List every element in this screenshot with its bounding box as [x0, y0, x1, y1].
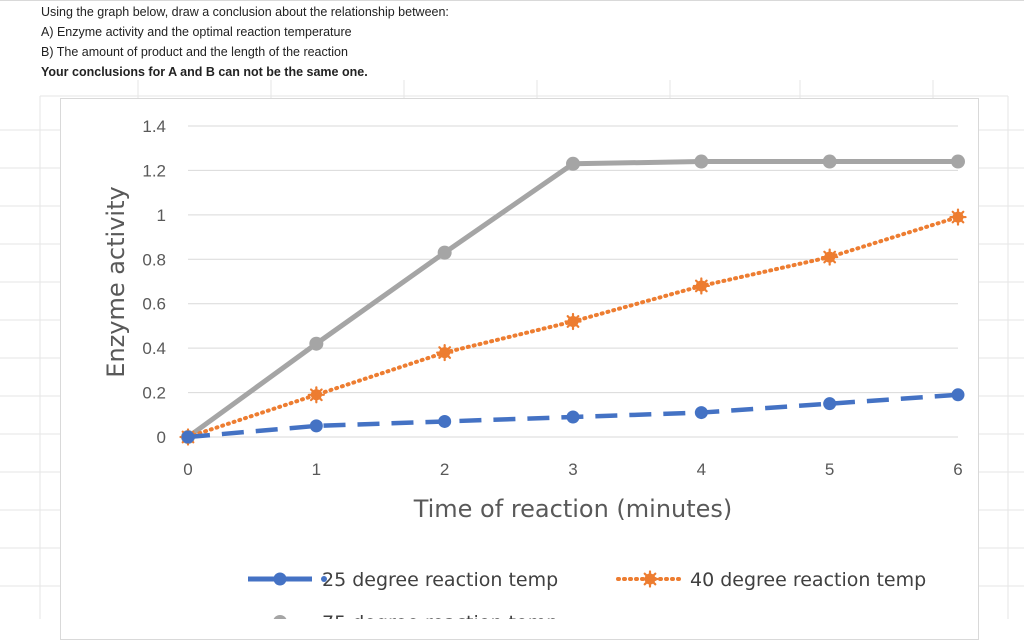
data-point	[694, 406, 708, 420]
x-tick-label: 3	[568, 460, 577, 479]
data-point	[692, 277, 710, 295]
line-chart: 0 0.2 0.4 0.6 0.8 1 1.2 1.4 0 1 2 3 4 5 6 Time of rea…	[102, 117, 967, 619]
data-point	[309, 336, 324, 351]
y-tick-label: 0.4	[142, 339, 166, 358]
x-tick-label: 4	[697, 460, 706, 479]
y-tick-label: 0.8	[142, 250, 166, 269]
y-tick-label: 1.4	[142, 117, 166, 136]
legend-marker	[273, 615, 287, 619]
prompt-line-2: A) Enzyme activity and the optimal react…	[41, 25, 352, 39]
data-point	[181, 430, 195, 444]
y-tick-label: 0.2	[142, 384, 166, 403]
series-line	[186, 159, 958, 440]
data-point	[822, 154, 837, 169]
legend-dot	[321, 576, 327, 582]
data-point	[566, 156, 580, 171]
legend-label: 25 degree reaction temp	[322, 569, 558, 591]
x-tick-label: 0	[183, 460, 192, 479]
y-tick-label: 1	[157, 206, 166, 225]
y-tick-label: 0.6	[142, 295, 166, 314]
legend-marker	[641, 570, 659, 588]
data-point	[436, 343, 454, 362]
question-prompt: Using the graph below, draw a conclusion…	[41, 2, 449, 82]
legend-label: 75 degree reaction temp	[322, 612, 558, 619]
data-point	[307, 386, 325, 404]
data-point	[566, 410, 580, 424]
data-point	[694, 154, 709, 169]
y-tick-label: 1.2	[142, 161, 166, 180]
prompt-line-1: Using the graph below, draw a conclusion…	[41, 5, 449, 19]
legend-marker	[273, 572, 287, 586]
data-point	[949, 208, 967, 226]
worksheet-grid	[0, 80, 1024, 619]
data-point	[951, 388, 965, 402]
data-point	[438, 414, 452, 428]
data-point	[821, 248, 839, 266]
prompt-line-4: Your conclusions for A and B can not be …	[41, 65, 368, 79]
x-tick-label: 1	[312, 460, 321, 479]
y-tick-label: 0	[157, 428, 166, 447]
top-border	[0, 0, 1024, 1]
x-tick-label: 5	[825, 460, 834, 479]
y-axis-title: Enzyme activity	[102, 186, 130, 377]
legend-label: 40 degree reaction temp	[690, 569, 926, 591]
x-tick-label: 2	[440, 460, 449, 479]
data-point	[309, 419, 323, 433]
data-point	[437, 245, 452, 260]
x-tick-label: 6	[953, 460, 962, 479]
x-axis-title: Time of reaction (minutes)	[413, 495, 733, 523]
data-point	[951, 154, 965, 169]
data-point	[823, 397, 837, 411]
data-point	[564, 312, 582, 331]
prompt-line-3: B) The amount of product and the length …	[41, 45, 348, 59]
